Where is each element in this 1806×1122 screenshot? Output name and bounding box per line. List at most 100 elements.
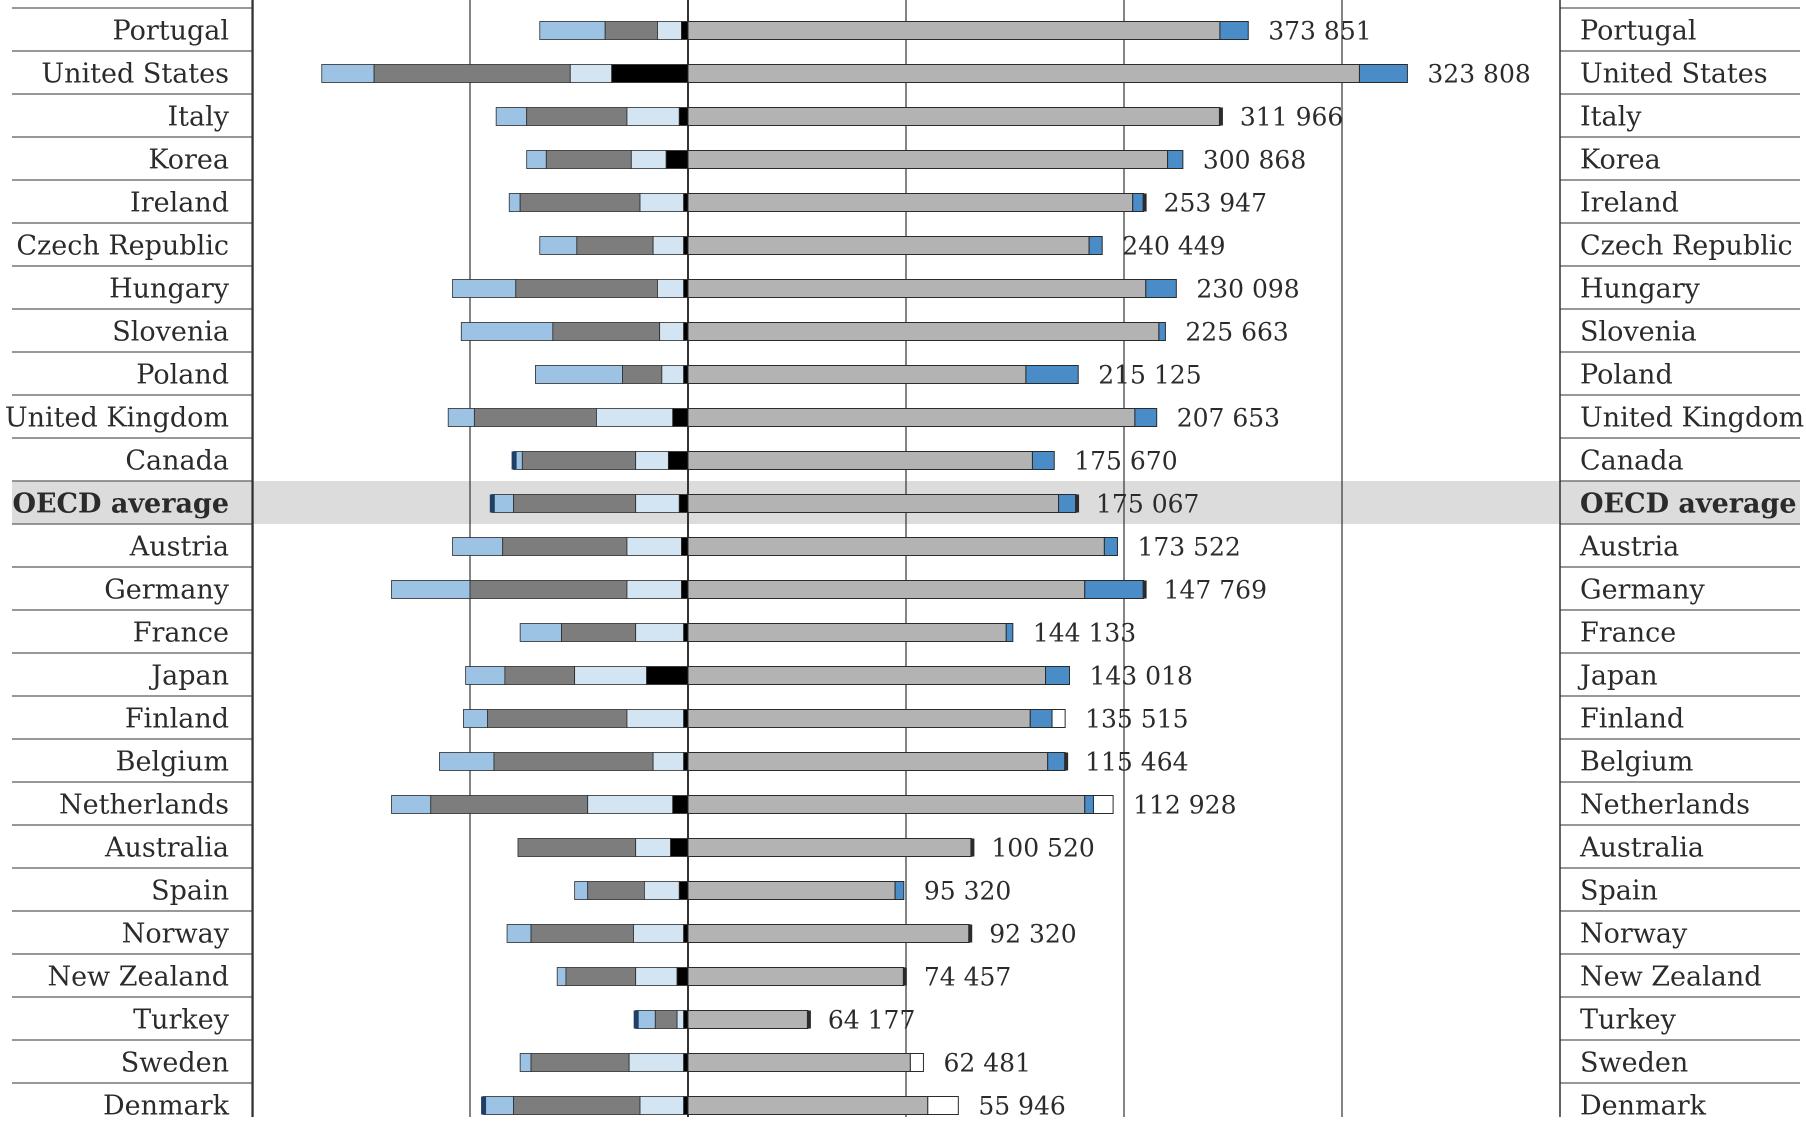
bar-right-segment xyxy=(687,365,1027,384)
bar-left-segment xyxy=(576,236,654,255)
bar-right-segment xyxy=(1158,322,1166,341)
bar-right-cap xyxy=(970,838,975,857)
bar-left-segment xyxy=(502,537,628,556)
bar-left-segment xyxy=(683,1053,689,1072)
bar-right-segment xyxy=(1088,236,1103,255)
bar-right-segment xyxy=(1025,365,1079,384)
country-label-right: Italy xyxy=(1580,102,1642,133)
bar-right-segment xyxy=(1058,494,1077,513)
bar-left-segment xyxy=(639,193,685,212)
bar-left-segment xyxy=(587,795,674,814)
bar-left-segment xyxy=(681,580,689,599)
bar-left-segment xyxy=(519,193,641,212)
country-label-right: Ireland xyxy=(1580,188,1679,219)
bar-left-cap xyxy=(633,1010,639,1029)
bar-right-segment xyxy=(1051,709,1066,728)
country-label-left: Japan xyxy=(148,661,229,692)
bar-left-segment xyxy=(530,924,634,943)
bar-left-segment xyxy=(521,451,637,470)
country-label-right: Austria xyxy=(1579,532,1679,563)
bar-left-segment xyxy=(683,752,689,771)
bar-left-segment xyxy=(676,967,689,986)
bar-left-segment xyxy=(657,279,685,298)
bar-left-segment xyxy=(552,322,661,341)
bar-left-segment xyxy=(635,967,678,986)
value-label: 240 449 xyxy=(1122,232,1225,261)
bar-left-segment xyxy=(639,1096,685,1115)
country-label-right: Finland xyxy=(1580,704,1684,735)
bar-left-segment xyxy=(683,1010,689,1029)
bar-left-segment xyxy=(676,1010,685,1029)
country-label-right: Canada xyxy=(1580,446,1684,477)
bar-left-segment xyxy=(469,580,628,599)
country-label-left: Italy xyxy=(167,102,229,133)
country-label-left: Hungary xyxy=(109,274,230,305)
bar-right-cap xyxy=(1064,752,1069,771)
bar-left-segment xyxy=(506,924,532,943)
bar-right-cap xyxy=(902,967,907,986)
country-label-left: Germany xyxy=(104,575,230,606)
bar-left-segment xyxy=(678,881,689,900)
bar-left-segment xyxy=(604,21,658,40)
bar-right-segment xyxy=(687,150,1169,169)
country-label-left: Denmark xyxy=(103,1091,230,1118)
bar-right-cap xyxy=(1075,494,1080,513)
country-label-right: Sweden xyxy=(1580,1048,1688,1079)
value-label: 112 928 xyxy=(1133,791,1236,820)
country-label-right: Australia xyxy=(1579,833,1704,864)
bar-right-segment xyxy=(1103,537,1118,556)
bar-left-segment xyxy=(635,494,680,513)
country-label-right: Belgium xyxy=(1580,747,1693,778)
bar-right-cap xyxy=(1142,580,1147,599)
country-label-left: New Zealand xyxy=(47,962,229,993)
bar-right-segment xyxy=(1084,580,1145,599)
bar-left-segment xyxy=(569,64,613,83)
value-label: 175 670 xyxy=(1074,447,1177,476)
bar-left-segment xyxy=(447,408,475,427)
country-label-left: France xyxy=(133,618,229,649)
country-label-right: Korea xyxy=(1580,145,1661,176)
country-label-left: Belgium xyxy=(116,747,229,778)
bar-left-segment xyxy=(391,795,432,814)
bar-left-segment xyxy=(626,709,685,728)
country-label-right: Poland xyxy=(1580,360,1673,391)
bar-left-segment xyxy=(574,666,647,685)
bar-right-segment xyxy=(687,666,1047,685)
value-label: 147 769 xyxy=(1164,576,1267,605)
bar-left-segment xyxy=(530,1053,630,1072)
bar-left-segment xyxy=(683,279,689,298)
bar-left-segment xyxy=(626,537,682,556)
country-label-right: Turkey xyxy=(1580,1005,1677,1036)
value-label: 92 320 xyxy=(989,920,1076,949)
bar-right-segment xyxy=(687,236,1090,255)
bar-left-segment xyxy=(535,365,624,384)
bar-left-segment xyxy=(683,365,689,384)
country-label-right: OECD average xyxy=(1580,489,1797,520)
bar-left-segment xyxy=(513,494,637,513)
bar-right-segment xyxy=(687,64,1360,83)
bar-left-segment xyxy=(561,623,637,642)
bar-left-segment xyxy=(630,150,667,169)
bar-right-segment xyxy=(1219,21,1249,40)
bar-left-segment xyxy=(539,21,606,40)
bar-left-segment xyxy=(633,924,685,943)
bar-right-segment xyxy=(687,537,1105,556)
bar-left-segment xyxy=(539,236,578,255)
country-label-right: Portugal xyxy=(1580,16,1697,47)
value-label: 135 515 xyxy=(1085,705,1188,734)
bar-right-segment xyxy=(1145,279,1177,298)
bar-left-segment xyxy=(670,838,689,857)
bar-right-segment xyxy=(687,1096,929,1115)
value-label: 115 464 xyxy=(1085,748,1188,777)
bar-left-segment xyxy=(652,752,685,771)
bar-left-segment xyxy=(672,408,689,427)
bar-left-segment xyxy=(513,1096,641,1115)
value-label: 175 067 xyxy=(1096,490,1199,519)
bar-left-segment xyxy=(665,150,689,169)
country-label-right: Netherlands xyxy=(1580,790,1750,821)
country-label-left: Norway xyxy=(122,919,230,950)
bar-right-segment xyxy=(1047,752,1066,771)
bar-right-cap xyxy=(806,1010,811,1029)
bar-left-segment xyxy=(628,1053,685,1072)
bar-left-segment xyxy=(556,967,567,986)
